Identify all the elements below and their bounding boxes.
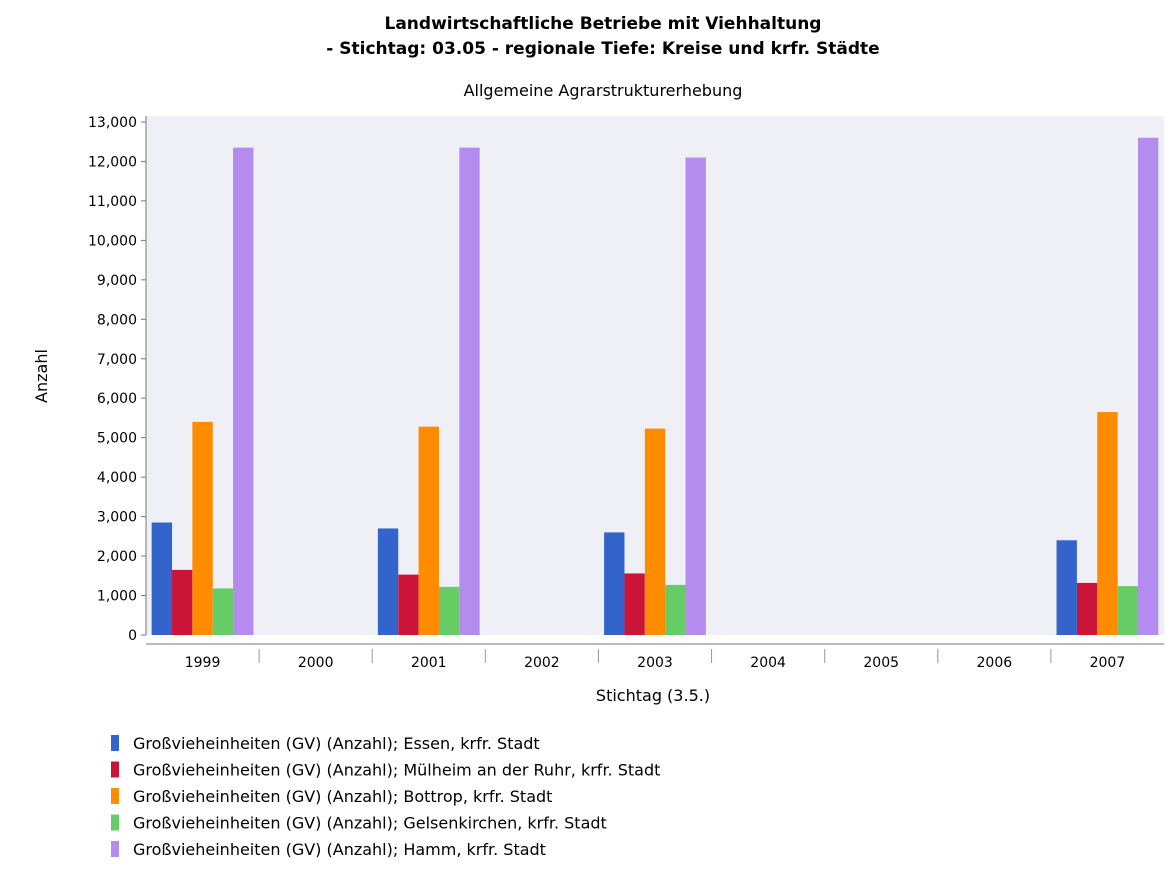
bar: [1097, 412, 1118, 635]
x-tick-label: 2005: [863, 655, 899, 671]
y-tick-label: 11,000: [88, 194, 137, 210]
legend-swatch: [111, 761, 119, 778]
legend-swatch: [111, 788, 119, 804]
y-tick-label: 4,000: [97, 470, 137, 486]
y-tick-label: 12,000: [88, 154, 137, 170]
bar: [233, 147, 254, 635]
legend-label: Großvieheinheiten (GV) (Anzahl); Hamm, k…: [133, 840, 546, 859]
legend-label: Großvieheinheiten (GV) (Anzahl); Essen, …: [133, 734, 540, 753]
y-tick-label: 5,000: [97, 431, 137, 447]
bar: [377, 528, 399, 635]
y-tick-label: 7,000: [97, 352, 137, 368]
x-tick-label: 2001: [411, 655, 447, 671]
bar: [1137, 137, 1159, 636]
bar: [151, 522, 173, 635]
x-tick-label: 2003: [637, 655, 673, 671]
x-tick-label: 2007: [1090, 655, 1126, 671]
y-tick-label: 8,000: [97, 312, 137, 328]
bar: [192, 421, 213, 635]
y-tick-label: 10,000: [88, 233, 137, 249]
legend: Großvieheinheiten (GV) (Anzahl); Essen, …: [111, 734, 660, 859]
bar: [665, 584, 686, 635]
x-axis-label: Stichtag (3.5.): [596, 686, 710, 705]
bar: [624, 573, 645, 635]
y-tick-label: 9,000: [97, 273, 137, 289]
y-axis-label: Anzahl: [32, 349, 51, 403]
x-tick-label: 2004: [750, 655, 786, 671]
legend-label: Großvieheinheiten (GV) (Anzahl); Gelsenk…: [133, 814, 607, 833]
legend-swatch: [111, 735, 119, 751]
bar: [438, 586, 460, 635]
bar: [1117, 586, 1138, 635]
y-tick-label: 0: [128, 628, 137, 644]
bar: [1056, 540, 1077, 635]
bar: [398, 574, 419, 635]
y-tick-label: 3,000: [97, 510, 137, 526]
bar: [604, 532, 625, 635]
x-tick-label: 2006: [977, 655, 1013, 671]
y-tick-label: 1,000: [97, 589, 137, 605]
legend-label: Großvieheinheiten (GV) (Anzahl); Mülheim…: [133, 761, 660, 780]
x-axis: 1999 2000 2001 2002 2003 2004 2005 2006 2007: [146, 643, 1164, 671]
y-tick-label: 13,000: [88, 115, 137, 131]
y-tick-label: 2,000: [97, 549, 137, 565]
bar: [418, 426, 439, 635]
chart-title-line-2: - Stichtag: 03.05 - regionale Tiefe: Kre…: [326, 39, 879, 59]
bars: [151, 137, 1159, 636]
x-tick-label: 2002: [524, 655, 560, 671]
bar: [459, 147, 480, 635]
legend-label: Großvieheinheiten (GV) (Anzahl); Bottrop…: [133, 787, 552, 806]
legend-swatch: [111, 814, 119, 831]
legend-swatch: [111, 841, 119, 857]
x-tick-label: 1999: [185, 655, 221, 671]
bar: [1076, 582, 1098, 635]
bar: [685, 157, 706, 635]
chart-subtitle: Allgemeine Agrarstrukturerhebung: [464, 81, 743, 100]
y-tick-label: 6,000: [97, 391, 137, 407]
chart-title-line-1: Landwirtschaftliche Betriebe mit Viehhal…: [385, 14, 822, 34]
x-tick-label: 2000: [298, 655, 334, 671]
y-axis: 0 1,000 2,000 3,000 4,000 5,000 6,000 7,000 8,00…: [88, 115, 147, 644]
bar: [212, 588, 234, 635]
bar: [172, 569, 193, 635]
bar: [644, 428, 666, 635]
